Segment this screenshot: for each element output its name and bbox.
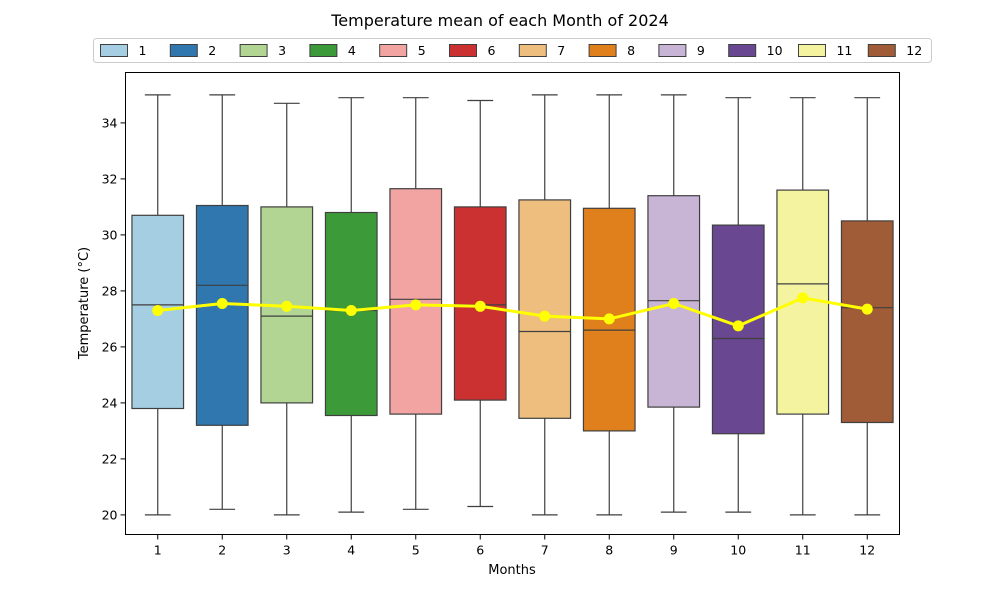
mean-point-2 xyxy=(216,298,228,309)
box-8 xyxy=(582,94,636,516)
legend-swatch xyxy=(309,44,338,57)
legend-label: 12 xyxy=(906,43,922,58)
legend-label: 11 xyxy=(836,43,852,58)
x-tick-label: 11 xyxy=(795,543,811,558)
legend-frame xyxy=(93,38,932,63)
legend-label: 3 xyxy=(278,43,286,58)
x-tick-label: 3 xyxy=(283,543,291,558)
mean-line-series xyxy=(152,292,873,332)
x-axis-label: Months xyxy=(488,563,536,578)
mean-point-4 xyxy=(345,305,357,316)
y-axis: 20 22 24 26 28 30 32 34 xyxy=(102,115,126,522)
y-tick-label: 20 xyxy=(102,507,118,522)
legend-item-2: 2 xyxy=(169,43,216,58)
mean-point-3 xyxy=(281,300,293,312)
mean-point-7 xyxy=(539,310,551,322)
box-7 xyxy=(518,94,572,516)
box-2 xyxy=(195,94,249,510)
x-tick-label: 8 xyxy=(605,543,613,558)
legend-item-11: 11 xyxy=(797,43,852,58)
legend-label: 8 xyxy=(627,43,635,58)
x-axis: 1 2 3 4 5 6 7 8 9 10 11 12 xyxy=(154,534,875,558)
y-tick-label: 28 xyxy=(102,283,118,298)
plot-area-frame xyxy=(125,72,900,535)
legend-item-10: 10 xyxy=(728,43,783,58)
legend-item-4: 4 xyxy=(309,43,356,58)
legend-label: 1 xyxy=(139,43,147,58)
box-iqr xyxy=(840,220,894,424)
legend-item-3: 3 xyxy=(239,43,286,58)
mean-point-11 xyxy=(797,292,809,304)
y-tick-label: 34 xyxy=(102,115,118,130)
mean-point-8 xyxy=(603,313,615,325)
legend-swatch xyxy=(797,44,826,57)
box-4 xyxy=(324,97,378,513)
y-tick-label: 26 xyxy=(102,339,118,354)
legend-swatch xyxy=(518,44,547,57)
mean-point-5 xyxy=(410,299,422,311)
x-tick-label: 9 xyxy=(670,543,678,558)
box-iqr xyxy=(195,204,249,426)
y-tick-label: 22 xyxy=(102,451,118,466)
chart-title: Temperature mean of each Month of 2024 xyxy=(330,11,669,30)
x-tick-label: 5 xyxy=(412,543,420,558)
legend-swatch xyxy=(169,44,198,57)
y-axis-label: Temperature (°C) xyxy=(77,247,92,360)
legend-item-5: 5 xyxy=(379,43,426,58)
legend-label: 2 xyxy=(208,43,216,58)
legend-swatch xyxy=(588,44,617,57)
legend-label: 4 xyxy=(348,43,356,58)
mean-point-9 xyxy=(668,298,680,309)
x-tick-label: 4 xyxy=(347,543,355,558)
legend-swatch xyxy=(379,44,408,57)
legend-label: 5 xyxy=(418,43,426,58)
box-1 xyxy=(131,94,185,516)
x-tick-label: 10 xyxy=(730,543,746,558)
box-iqr xyxy=(324,211,378,417)
y-tick-label: 30 xyxy=(102,227,118,242)
legend-label: 7 xyxy=(557,43,565,58)
legend-label: 10 xyxy=(767,43,783,58)
mean-point-6 xyxy=(474,300,486,312)
box-10 xyxy=(711,97,765,513)
x-tick-label: 6 xyxy=(476,543,484,558)
legend-swatch xyxy=(448,44,477,57)
box-iqr xyxy=(518,199,572,419)
mean-point-12 xyxy=(861,303,873,315)
legend-item-8: 8 xyxy=(588,43,635,58)
box-12 xyxy=(840,97,894,516)
legend-item-1: 1 xyxy=(100,43,147,58)
x-tick-label: 2 xyxy=(218,543,226,558)
mean-point-10 xyxy=(732,320,744,332)
mean-point-1 xyxy=(152,305,164,316)
y-tick-label: 24 xyxy=(102,395,118,410)
legend-item-12: 12 xyxy=(867,43,922,58)
legend-swatch xyxy=(728,44,757,57)
legend-label: 9 xyxy=(697,43,705,58)
legend-item-7: 7 xyxy=(518,43,565,58)
x-tick-label: 12 xyxy=(859,543,875,558)
legend-swatch xyxy=(239,44,268,57)
mean-polyline xyxy=(157,296,868,328)
legend-swatch xyxy=(867,44,896,57)
legend: 1 2 3 4 5 6 7 8 9 10 11 12 xyxy=(93,38,932,63)
x-tick-label: 1 xyxy=(154,543,162,558)
y-tick-label: 32 xyxy=(102,171,118,186)
legend-swatch xyxy=(100,44,128,57)
legend-item-6: 6 xyxy=(448,43,495,58)
legend-label: 6 xyxy=(487,43,495,58)
legend-item-9: 9 xyxy=(658,43,705,58)
x-tick-label: 7 xyxy=(541,543,549,558)
legend-swatch xyxy=(658,44,687,57)
